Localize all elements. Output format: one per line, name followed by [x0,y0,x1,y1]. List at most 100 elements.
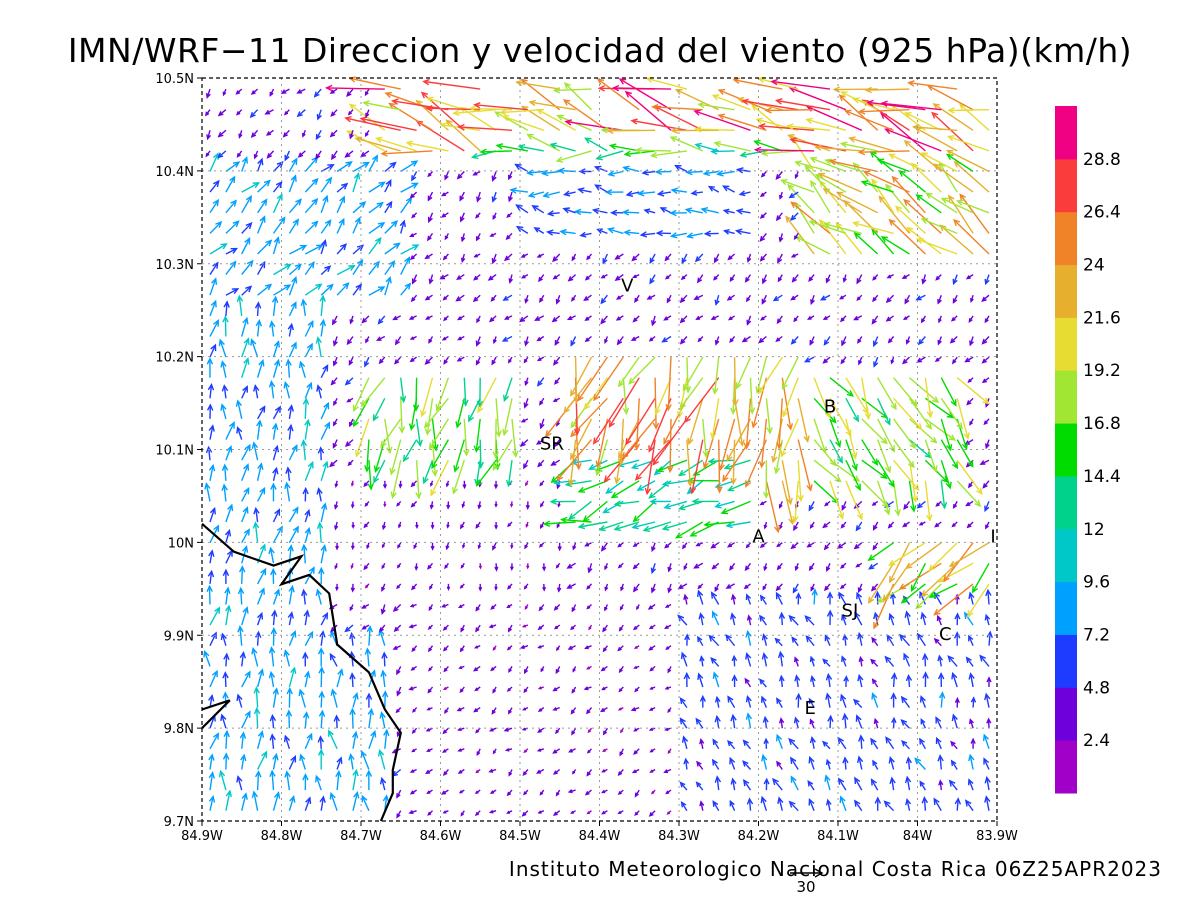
wind-vector [670,187,687,194]
wind-vector [336,282,350,296]
wind-vector-head [364,361,370,368]
wind-vector-shaft [320,461,328,482]
wind-vector-head [290,341,297,350]
wind-vector-head [489,317,495,323]
wind-vector [618,666,624,674]
wind-vector [288,263,303,276]
wind-vector-head [452,487,459,495]
wind-vector-head [697,672,704,680]
wind-vector-head [373,465,381,474]
wind-vector [221,463,229,481]
wind-vector [285,358,292,378]
wind-vector-head [506,791,512,797]
wind-vector-head [270,626,278,635]
wind-vector [602,624,608,633]
wind-vector-head [550,476,558,484]
wind-vector-shaft [940,480,946,508]
wind-vector-head [352,692,359,700]
wind-vector [777,650,785,667]
wind-vector-head [825,692,832,700]
wind-vector [805,635,815,647]
wind-vector-shaft [252,648,259,667]
wind-vector [793,233,799,241]
wind-vector [460,253,466,264]
wind-vector [208,424,215,440]
wind-vector [840,356,847,365]
wind-vector-shaft [956,459,983,495]
wind-vector-shaft [785,216,815,255]
wind-vector-shaft [605,480,624,494]
wind-vector-head [835,191,844,198]
wind-vector-head [538,606,544,612]
wind-vector-shaft [304,420,309,440]
wind-vector-head [905,798,912,806]
wind-vector-shaft [272,360,280,378]
wind-vector-head [304,670,311,679]
wind-vector [427,212,434,224]
wind-vector [915,194,942,214]
wind-vector-shaft [368,202,384,214]
wind-vector-shaft [854,800,863,812]
wind-vector-head [824,502,829,507]
wind-vector [220,360,227,378]
wind-vector-head [615,295,621,300]
wind-vector [238,130,243,139]
wind-vector-shaft [205,483,211,502]
wind-vector [515,204,529,214]
wind-vector-head [381,586,386,593]
wind-vector [601,768,608,773]
wind-vector [375,136,417,152]
wind-vector [584,315,592,322]
wind-vector-head [759,235,766,242]
wind-vector [905,542,942,570]
wind-vector-shaft [662,521,688,530]
wind-vector [872,542,879,551]
wind-vector-shaft [837,191,879,214]
wind-vector-shaft [271,734,275,749]
wind-vector-head [823,221,831,229]
wind-vector-shaft [503,377,513,401]
wind-vector [320,544,327,564]
wind-vector-head [933,608,941,616]
wind-vector [840,562,847,569]
wind-vector [903,198,942,234]
wind-vector [877,418,895,453]
wind-vector-shaft [824,635,831,646]
wind-vector-shaft [889,542,911,583]
wind-vector-head [793,525,798,532]
wind-vector [922,671,929,688]
wind-vector [304,197,319,214]
wind-vector-head [586,811,591,815]
wind-vector [583,294,592,301]
wind-vector-shaft [815,146,862,152]
wind-vector-head [523,791,527,796]
wind-vector [755,356,768,394]
wind-vector-head [782,410,789,418]
wind-vector [364,439,371,473]
wind-vector-head [674,164,682,171]
wind-vector [489,315,497,323]
wind-vector [527,191,544,198]
wind-vector-head [523,688,528,694]
wind-vector [938,315,942,324]
wind-vector-shaft [826,760,831,770]
wind-vector [617,789,624,796]
wind-vector-head [523,359,528,364]
wind-vector [392,603,402,612]
wind-vector [365,769,373,791]
wind-vector-head [762,278,767,285]
wind-vector [808,562,815,572]
wind-vector-head [621,209,630,216]
wind-vector-shaft [823,336,831,345]
wind-vector-head [304,508,311,517]
wind-vector-shaft [646,439,656,494]
wind-vector-shaft [797,398,809,442]
wind-vector-head [349,672,356,680]
wind-vector-head [298,360,306,369]
wind-vector-head [361,317,368,324]
wind-vector-head [871,636,877,643]
wind-vector-head [855,563,860,568]
wind-vector [984,274,990,286]
wind-vector [349,631,356,646]
wind-vector [968,672,975,688]
